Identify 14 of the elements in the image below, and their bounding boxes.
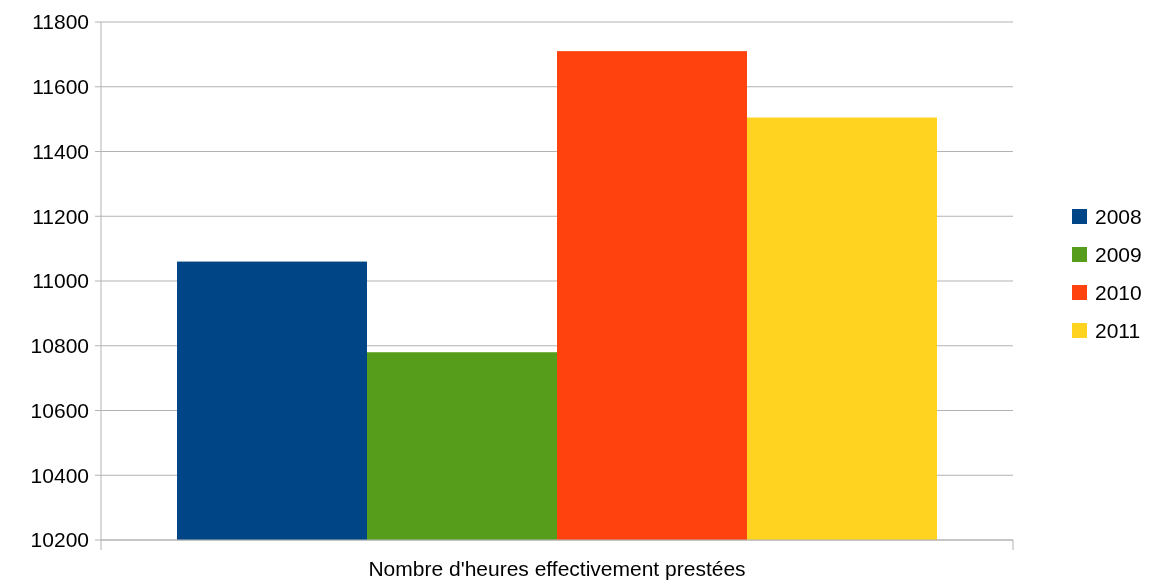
y-tick-label: 11000 — [32, 269, 89, 293]
y-tick-label: 10200 — [30, 528, 89, 552]
y-tick-label: 10400 — [30, 463, 89, 487]
legend-label: 2008 — [1095, 205, 1142, 229]
y-tick-label: 11200 — [32, 204, 89, 228]
legend-label: 2011 — [1095, 319, 1141, 343]
legend-label: 2010 — [1095, 281, 1142, 305]
y-tick-label: 11600 — [32, 75, 89, 99]
x-tick-label: Nombre d'heures effectivement prestées — [368, 557, 746, 580]
y-tick-label: 11400 — [32, 139, 89, 163]
y-tick-label: 10800 — [30, 334, 89, 358]
legend-label: 2009 — [1095, 243, 1142, 267]
y-tick-label: 11800 — [32, 10, 89, 34]
y-tick-label: 10600 — [30, 398, 89, 422]
